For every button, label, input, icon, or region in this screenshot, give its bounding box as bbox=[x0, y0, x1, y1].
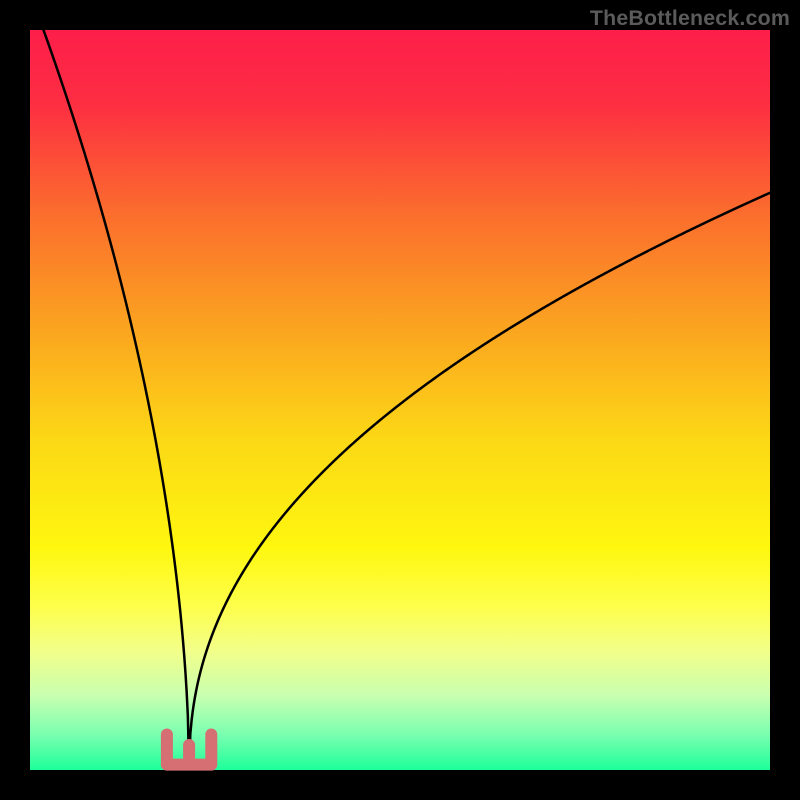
bottleneck-chart bbox=[0, 0, 800, 800]
plot-background bbox=[30, 30, 770, 770]
watermark-text: TheBottleneck.com bbox=[590, 6, 790, 31]
